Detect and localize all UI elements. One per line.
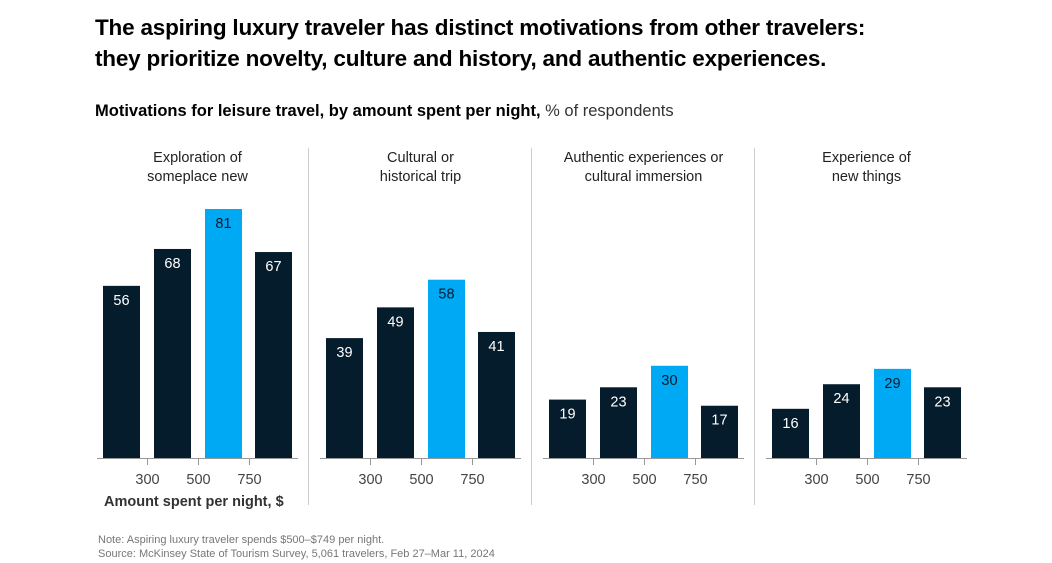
x-axis-label: Amount spent per night, $ [104,494,284,510]
panel-title: someplace new [147,169,248,185]
bar-value-label: 68 [164,256,180,272]
x-tick-label: 750 [460,472,484,488]
bar-value-label: 30 [661,373,677,389]
x-tick-label: 300 [135,472,159,488]
bar-value-label: 56 [113,293,129,309]
bar-value-label: 49 [387,314,403,330]
chart-subtitle: Motivations for leisure travel, by amoun… [95,102,674,121]
bar-value-label: 58 [438,287,454,303]
headline-line-1: The aspiring luxury traveler has distinc… [95,15,866,40]
bar-value-label: 81 [215,216,231,232]
bar [874,368,911,458]
x-tick-label: 300 [581,472,605,488]
bar-value-label: 16 [782,416,798,432]
bar [478,331,515,458]
bar [205,209,242,458]
bar-value-label: 67 [265,259,281,275]
bar [772,408,809,458]
x-tick-label: 500 [632,472,656,488]
x-tick-label: 500 [409,472,433,488]
bar-value-label: 39 [336,345,352,361]
bar [600,387,637,458]
bar-value-label: 23 [610,394,626,410]
bar [549,399,586,458]
x-tick-label: 750 [237,472,261,488]
bar [377,307,414,458]
subtitle-unit: % of respondents [540,102,674,120]
bar [326,338,363,458]
panel-title: historical trip [380,169,461,185]
footnote: Note: Aspiring luxury traveler spends $5… [98,533,495,561]
bar [428,279,465,458]
x-tick-label: 300 [358,472,382,488]
bar-value-label: 41 [488,339,504,355]
x-tick-label: 750 [683,472,707,488]
bar [103,285,140,458]
bar-value-label: 29 [884,376,900,392]
bar [701,405,738,458]
bar-value-label: 17 [711,413,727,429]
x-tick-label: 500 [186,472,210,488]
chart-headline: The aspiring luxury traveler has distinc… [95,12,865,74]
bar-value-label: 19 [559,407,575,423]
x-tick-label: 500 [855,472,879,488]
bar [651,365,688,458]
bar [154,248,191,458]
source-text: Source: McKinsey State of Tourism Survey… [98,548,495,560]
panel-title: Exploration of [153,150,243,166]
panel-title: cultural immersion [585,169,703,185]
bar [924,387,961,458]
x-tick-label: 750 [906,472,930,488]
bar [823,384,860,458]
headline-line-2: they prioritize novelty, culture and his… [95,46,827,71]
panel-title: Cultural or [387,150,454,166]
bar [255,252,292,458]
panel-title: Authentic experiences or [564,150,724,166]
subtitle-bold: Motivations for leisure travel, by amoun… [95,102,541,120]
note-text: Note: Aspiring luxury traveler spends $5… [98,534,385,546]
panel-title: Experience of [822,150,912,166]
bar-value-label: 23 [934,394,950,410]
panel-title: new things [832,169,901,185]
x-tick-label: 300 [804,472,828,488]
bar-value-label: 24 [833,391,849,407]
